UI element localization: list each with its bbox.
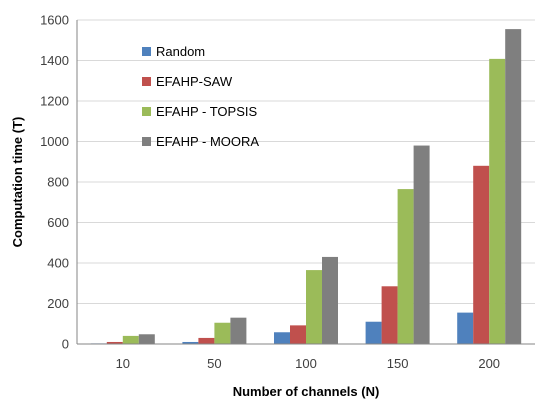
y-tick-label: 1400	[40, 53, 69, 68]
x-tick-label: 50	[207, 356, 221, 371]
bar	[138, 334, 155, 344]
bar	[413, 145, 430, 344]
bar	[106, 341, 123, 344]
legend-swatch	[142, 137, 151, 146]
y-tick-label: 1000	[40, 134, 69, 149]
y-axis-title: Computation time (T)	[10, 117, 25, 248]
bar	[290, 325, 306, 344]
y-tick-label: 0	[62, 337, 69, 352]
y-tick-label: 600	[47, 215, 69, 230]
legend-label: EFAHP - TOPSIS	[156, 104, 257, 119]
y-tick-label: 200	[47, 296, 69, 311]
bar	[306, 270, 322, 344]
y-tick-label: 1600	[40, 13, 69, 28]
legend-swatch	[142, 47, 151, 56]
x-tick-labels: 10 50 100 150 200	[116, 356, 500, 371]
y-tick-label: 800	[47, 175, 69, 190]
bar	[457, 312, 474, 344]
legend-label: Random	[156, 44, 205, 59]
bar	[473, 165, 490, 344]
bar	[214, 322, 231, 344]
y-tick-label: 1200	[40, 94, 69, 109]
x-tick-label: 200	[478, 356, 500, 371]
x-tick-label: 100	[295, 356, 317, 371]
legend-swatch	[142, 77, 151, 86]
x-tick-label: 150	[387, 356, 409, 371]
bar	[365, 321, 382, 344]
bar	[489, 58, 506, 344]
y-tick-label: 400	[47, 256, 69, 271]
bars	[90, 29, 522, 345]
bar	[381, 286, 398, 344]
axes	[76, 20, 535, 345]
bar	[122, 335, 139, 344]
bar	[505, 29, 522, 345]
y-tick-labels: 0 200 400 600 800 1000 1200 1400 1600	[40, 13, 69, 352]
gridlines	[77, 19, 535, 304]
bar	[230, 317, 247, 344]
bar	[198, 337, 215, 344]
legend-label: EFAHP-SAW	[156, 74, 233, 89]
legend: Random EFAHP-SAW EFAHP - TOPSIS EFAHP - MOO…	[142, 44, 259, 149]
bar	[397, 189, 414, 344]
bar	[182, 341, 199, 344]
legend-swatch	[142, 107, 151, 116]
bar	[274, 332, 290, 344]
x-tick-label: 10	[116, 356, 130, 371]
bar	[322, 256, 338, 344]
legend-label: EFAHP - MOORA	[156, 134, 259, 149]
x-axis-title: Number of channels (N)	[233, 384, 380, 399]
